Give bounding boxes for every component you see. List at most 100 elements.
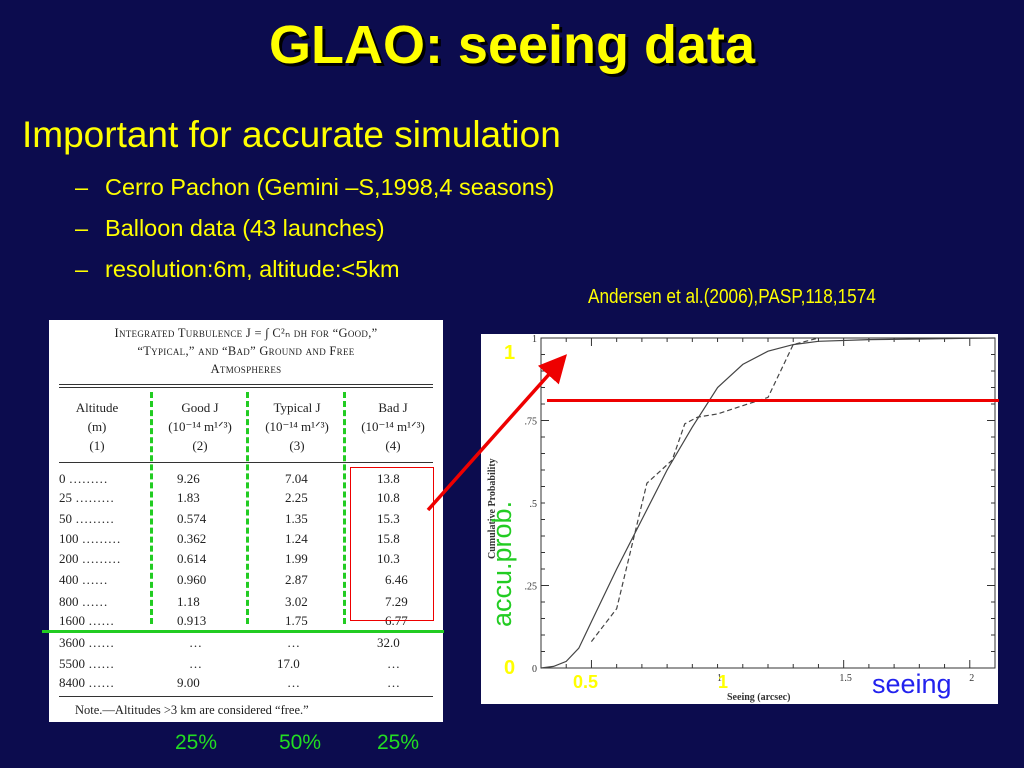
table-cell: …	[189, 635, 202, 650]
x-tick-label: 2	[969, 673, 974, 684]
table-cell: 7.04	[285, 471, 308, 486]
table-cell: 0.614	[177, 551, 207, 566]
table-cell: 0.362	[177, 531, 207, 546]
x-tick-labels: 1 1.5 2	[717, 673, 974, 684]
table-cell: 0.913	[177, 613, 207, 628]
x-tick-label: 1	[717, 673, 722, 684]
table-cell: 400 ……	[59, 572, 108, 587]
table-cell: 800 ……	[59, 594, 108, 609]
seeing-label: seeing	[872, 669, 952, 699]
column-header-altitude: Altitude (m) (1)	[59, 398, 135, 455]
table-cell: 13.8	[377, 471, 400, 486]
main-bullet: Important for accurate simulation	[22, 114, 561, 155]
red-threshold-line	[547, 399, 999, 402]
overlay-y-label-top: 1	[504, 342, 516, 364]
header-line: (10⁻¹⁴ m¹ᐟ³)	[265, 419, 329, 434]
table-cell: 10.8	[377, 490, 400, 505]
table-cell: 2.87	[285, 572, 308, 587]
header-line: (2)	[192, 438, 208, 453]
dashed-series-line	[590, 337, 819, 642]
table-cell: 1.35	[285, 511, 308, 526]
table-cell: 50 ………	[59, 511, 115, 526]
table-cell: 1.75	[285, 613, 308, 628]
table-cell: 0 ………	[59, 471, 108, 486]
header-line: (10⁻¹⁴ m¹ᐟ³)	[361, 419, 425, 434]
table-cell: 3.02	[285, 594, 308, 609]
solid-series-line	[540, 337, 996, 669]
percentage-label-bad: 25%	[377, 731, 420, 754]
table-cell: 5500 ……	[59, 656, 115, 671]
y-tick-label: .25	[525, 582, 538, 593]
table-cell: 15.8	[377, 531, 400, 546]
sub-bullet-item: – Balloon data (43 launches)	[75, 213, 554, 254]
header-line: (4)	[385, 438, 401, 453]
header-line: Bad J	[378, 400, 408, 415]
table-cell: 100 ………	[59, 531, 121, 546]
overlay-y-label-bottom: 0	[504, 657, 516, 679]
percentage-label-typical: 50%	[279, 731, 322, 754]
header-line: (m)	[87, 419, 107, 434]
table-cell: …	[189, 656, 202, 671]
chart-frame	[540, 337, 996, 669]
y-tick-labels: 0 .25 .5 .75 1	[525, 334, 538, 675]
overlay-x-label-half: 0.5	[573, 672, 599, 692]
green-altitude-divider	[42, 630, 444, 633]
table-rule	[59, 387, 433, 388]
column-header-typical: Typical J (10⁻¹⁴ m¹ᐟ³) (3)	[249, 398, 345, 455]
table-cell: 200 ………	[59, 551, 121, 566]
header-line: (1)	[89, 438, 105, 453]
table-cell: …	[287, 675, 300, 690]
table-cell: …	[387, 656, 400, 671]
table-caption-line: “Typical,” and “Bad” Ground and Free	[137, 344, 355, 358]
sub-bullet-text: Cerro Pachon (Gemini –S,1998,4 seasons)	[105, 174, 555, 200]
series-lines	[540, 337, 996, 669]
y-tick-label: .5	[530, 499, 538, 510]
table-cell: 0.574	[177, 511, 207, 526]
sub-bullet-list: – Cerro Pachon (Gemini –S,1998,4 seasons)…	[75, 172, 554, 295]
overlay-x-label-one: 1	[718, 672, 729, 692]
table-rule	[59, 696, 433, 697]
table-cell: 1.18	[177, 594, 200, 609]
tick-marks	[540, 337, 996, 669]
sub-bullet-text: resolution:6m, altitude:<5km	[105, 256, 400, 282]
header-line: Good J	[181, 400, 219, 415]
sub-bullet-item: – resolution:6m, altitude:<5km	[75, 254, 554, 295]
table-cell: 17.0	[277, 656, 300, 671]
table-cell: 32.0	[377, 635, 400, 650]
table-caption: Integrated Turbulence J = ∫ C²ₙ dh for “…	[49, 324, 443, 378]
x-axis-label: Seeing (arcsec)	[727, 692, 790, 703]
table-caption-line: Atmospheres	[210, 362, 282, 376]
y-tick-label: 0	[532, 664, 537, 675]
table-note: Note.—Altitudes >3 km are considered “fr…	[75, 703, 309, 717]
table-cell: 9.26	[177, 471, 200, 486]
table-cell: 2.25	[285, 490, 308, 505]
seeing-chart: 0.25.5.75 1 1 1.5 2 Cumulative Probability …	[481, 334, 998, 704]
bullet-dash: –	[75, 174, 89, 200]
turbulence-table: Integrated Turbulence J = ∫ C²ₙ dh for “…	[49, 320, 443, 722]
table-cell: 1600 ……	[59, 613, 115, 628]
red-highlight-box	[350, 467, 434, 621]
table-rule	[59, 384, 433, 385]
bullet-dash: –	[75, 256, 89, 282]
table-cell: 0.960	[177, 572, 207, 587]
sub-bullet-text: Balloon data (43 launches)	[105, 215, 385, 241]
table-cell: 15.3	[377, 511, 400, 526]
green-column-divider	[246, 392, 249, 624]
slide-title: GLAO: seeing data	[268, 15, 756, 75]
percentage-label-good: 25%	[175, 731, 218, 754]
x-tick-label: 1.5	[839, 673, 852, 684]
bullet-dash: –	[75, 215, 89, 241]
table-cell: 3600 ……	[59, 635, 115, 650]
table-cell: 1.24	[285, 531, 308, 546]
table-cell: 8400 ……	[59, 675, 115, 690]
table-cell: 1.99	[285, 551, 308, 566]
y-tick-label: .75	[525, 417, 538, 428]
sub-bullet-item: – Cerro Pachon (Gemini –S,1998,4 seasons)	[75, 172, 554, 213]
table-cell: 25 ………	[59, 490, 115, 505]
table-cell: 7.29	[385, 594, 408, 609]
header-line: (10⁻¹⁴ m¹ᐟ³)	[168, 419, 232, 434]
table-cell: 10.3	[377, 551, 400, 566]
header-line: Altitude	[75, 400, 119, 415]
chart-svg: 0.25.5.751 1 1.5 2 Cumulative Probability …	[487, 334, 996, 703]
table-cell: …	[287, 635, 300, 650]
